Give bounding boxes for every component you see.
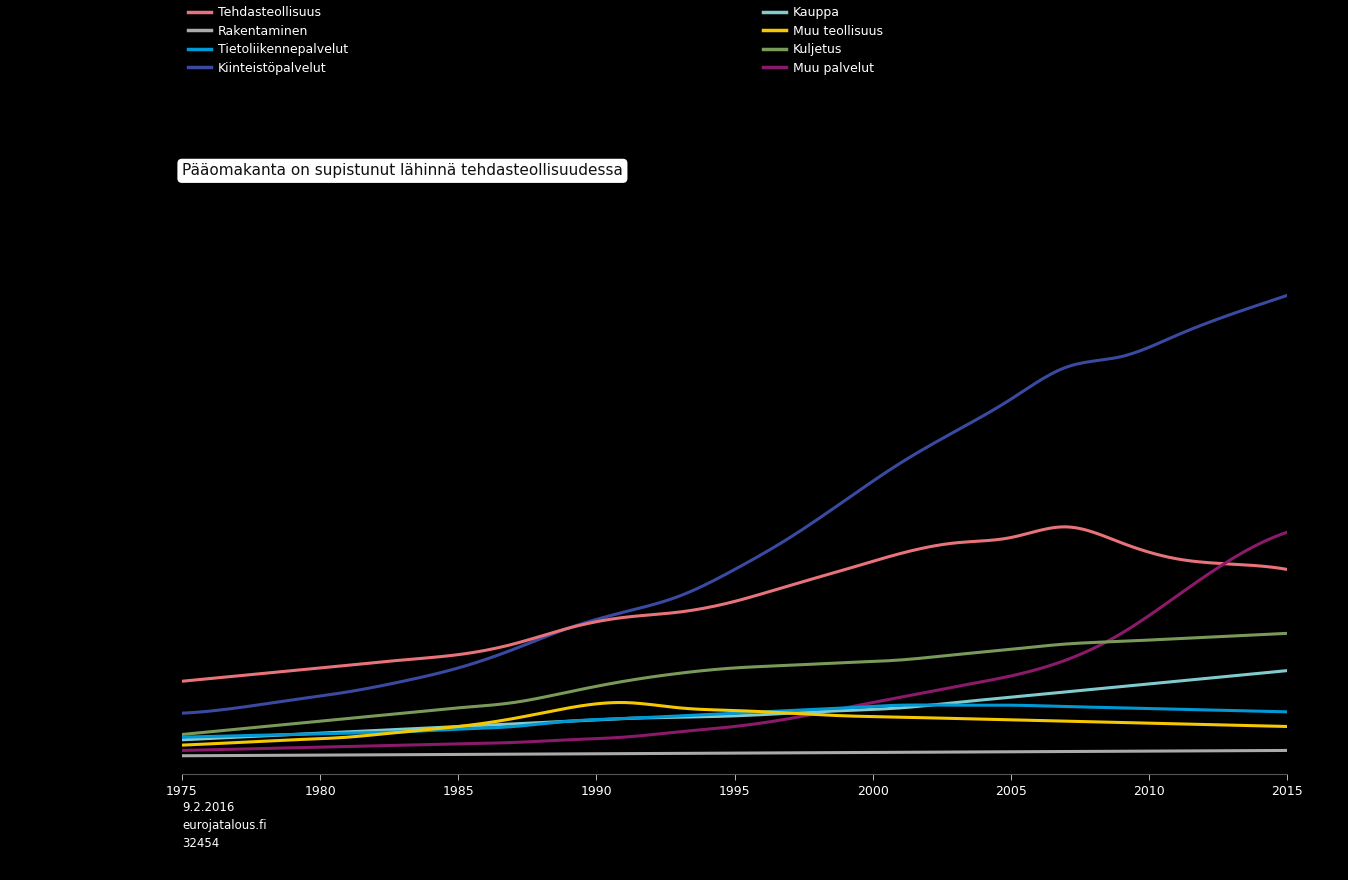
Text: Pääomakanta on supistunut lähinnä tehdasteollisuudessa: Pääomakanta on supistunut lähinnä tehdas… <box>182 164 623 179</box>
Text: 9.2.2016
eurojatalous.fi
32454: 9.2.2016 eurojatalous.fi 32454 <box>182 801 267 850</box>
Legend: Kauppa, Muu teollisuus, Kuljetus, Muu palvelut: Kauppa, Muu teollisuus, Kuljetus, Muu pa… <box>763 6 883 75</box>
